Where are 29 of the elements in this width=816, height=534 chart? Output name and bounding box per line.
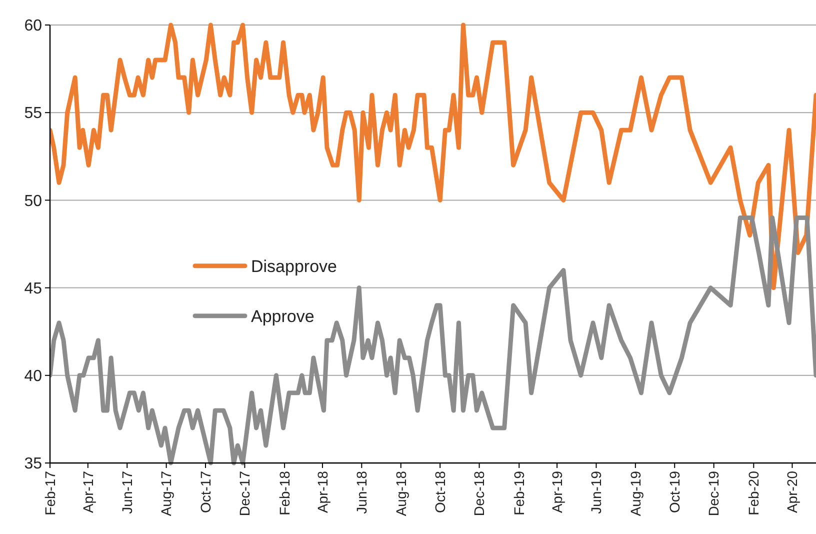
legend-label: Approve xyxy=(251,306,314,326)
x-tick-label: Apr-19 xyxy=(548,470,565,514)
x-tick-label: Jun-18 xyxy=(354,470,370,514)
x-tick-label: Apr-18 xyxy=(314,470,330,514)
x-tick-label: Dec-19 xyxy=(706,470,722,516)
x-tick-label: Feb-20 xyxy=(746,470,762,516)
x-tick-label: Apr-17 xyxy=(80,470,96,514)
y-tick-label: 60 xyxy=(24,18,42,35)
x-tick-label: Oct-19 xyxy=(666,470,683,514)
x-tick-label: Aug-17 xyxy=(158,470,174,516)
y-tick-label: 55 xyxy=(24,105,42,122)
x-tick-label: Feb-18 xyxy=(276,470,292,516)
x-tick-label: Dec-18 xyxy=(471,470,488,516)
y-tick-label: 50 xyxy=(24,192,42,210)
x-tick-label: Dec-17 xyxy=(236,470,253,516)
x-tick-label: Jun-17 xyxy=(119,470,136,514)
y-tick-label: 35 xyxy=(24,456,42,473)
x-tick-label: Oct-18 xyxy=(432,470,448,514)
y-tick-label: 40 xyxy=(24,368,42,385)
y-tick-label: 45 xyxy=(24,280,42,298)
x-tick-label: Feb-19 xyxy=(511,470,528,516)
x-tick-label: Jun-19 xyxy=(588,470,604,514)
legend-label: Disapprove xyxy=(251,256,337,276)
line-series xyxy=(50,22,816,290)
x-tick-label: Aug-19 xyxy=(627,470,644,516)
x-tick-label: Oct-17 xyxy=(197,470,214,514)
x-tick-label: Apr-20 xyxy=(784,470,800,514)
x-tick-label: Aug-18 xyxy=(392,470,409,516)
x-tick-label: Feb-17 xyxy=(42,470,58,516)
